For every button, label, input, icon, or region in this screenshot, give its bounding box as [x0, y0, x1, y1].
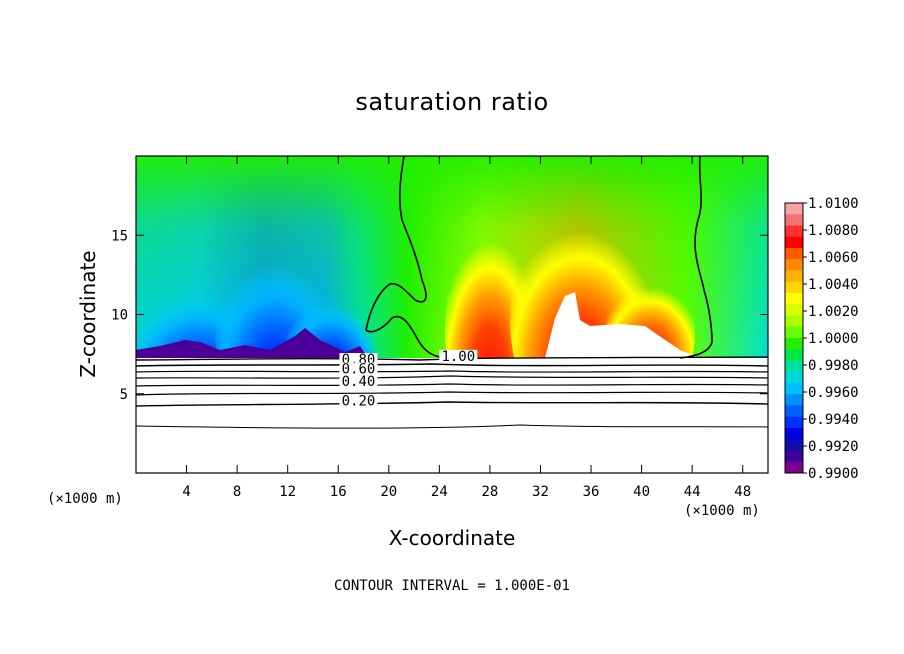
contour-lines — [135, 155, 769, 429]
contour-label-bg — [339, 394, 378, 407]
colorbar-swatch — [785, 461, 803, 474]
colorbar-swatch — [785, 383, 803, 395]
contour-label: 0.20 — [342, 393, 376, 409]
contour-label-bg — [339, 375, 378, 388]
contour-interval-note: CONTOUR INTERVAL = 1.000E-01 — [333, 578, 570, 594]
colorbar-swatch — [785, 439, 803, 451]
y-tick-label: 15 — [111, 228, 128, 244]
contour-label-bg — [439, 349, 478, 362]
y-axis: 5 10 15 — [111, 228, 768, 403]
x-tick-label: 44 — [684, 484, 701, 500]
colorbar-label: 0.9920 — [808, 439, 859, 455]
colorbar-swatch — [785, 315, 803, 328]
x-tick-label: 4 — [182, 484, 190, 500]
contour-label: 1.00 — [441, 349, 475, 365]
x-unit-left: (×1000 m) — [47, 491, 123, 507]
colorbar-label: 1.0080 — [808, 223, 859, 239]
colorbar-swatch — [785, 214, 803, 226]
x-unit-right: (×1000 m) — [684, 503, 760, 519]
colorbar-swatch — [785, 405, 803, 418]
colorbar-swatch — [785, 450, 803, 463]
colorbar-swatch — [785, 248, 803, 260]
colorbar-label: 1.0020 — [808, 304, 859, 320]
x-tick-label: 28 — [481, 484, 498, 500]
colorbar-label: 0.9980 — [808, 358, 859, 374]
heatmap-field — [136, 156, 768, 473]
x-tick-label: 16 — [330, 484, 347, 500]
colorbar-swatch — [785, 203, 803, 215]
x-axis: 4 8 12 16 20 24 28 32 36 40 44 48 — [182, 156, 751, 500]
contour-labels: 1.000.800.600.400.20 — [339, 349, 478, 409]
x-tick-label: 36 — [583, 484, 600, 500]
colorbar-label: 0.9960 — [808, 385, 859, 401]
colorbar-swatch — [785, 360, 803, 373]
colorbar: 1.0100 1.0080 1.0060 1.0040 1.0020 1.0000 0.99… — [784, 196, 859, 482]
colorbar-label: 0.9900 — [808, 466, 859, 482]
x-tick-label: 32 — [532, 484, 549, 500]
colorbar-label: 0.9940 — [808, 412, 859, 428]
colorbar-label: 1.0040 — [808, 277, 859, 293]
x-tick-label: 40 — [633, 484, 650, 500]
colorbar-swatch — [785, 394, 803, 406]
colorbar-swatch — [785, 270, 803, 283]
colorbar-swatch — [785, 225, 803, 238]
contour-label-bg — [339, 353, 378, 366]
colorbar-swatch — [785, 428, 803, 440]
x-tick-label: 20 — [380, 484, 397, 500]
contour-label-bg — [339, 362, 378, 375]
x-axis-label: X-coordinate — [388, 526, 516, 550]
x-tick-label: 24 — [431, 484, 448, 500]
colorbar-label: 1.0100 — [808, 196, 859, 212]
colorbar-swatch — [785, 371, 803, 384]
colorbar-swatch — [785, 416, 803, 429]
colorbar-swatch — [785, 281, 803, 294]
y-tick-label: 5 — [120, 387, 128, 403]
colorbar-swatch — [785, 349, 803, 361]
x-tick-label: 12 — [279, 484, 296, 500]
chart-title: saturation ratio — [355, 88, 549, 116]
x-tick-label: 8 — [233, 484, 241, 500]
colorbar-label: 1.0000 — [808, 331, 859, 347]
colorbar-swatch — [785, 259, 803, 271]
colorbar-label: 1.0060 — [808, 250, 859, 266]
colorbar-swatch — [785, 304, 803, 316]
contour-label: 0.60 — [342, 362, 376, 378]
colorbar-swatch — [785, 236, 803, 249]
colorbar-swatch — [785, 326, 803, 339]
y-tick-label: 10 — [111, 308, 128, 324]
x-tick-label: 48 — [734, 484, 751, 500]
contour-label: 0.40 — [342, 374, 376, 390]
colorbar-swatch — [785, 293, 803, 305]
colorbar-swatch — [785, 338, 803, 350]
